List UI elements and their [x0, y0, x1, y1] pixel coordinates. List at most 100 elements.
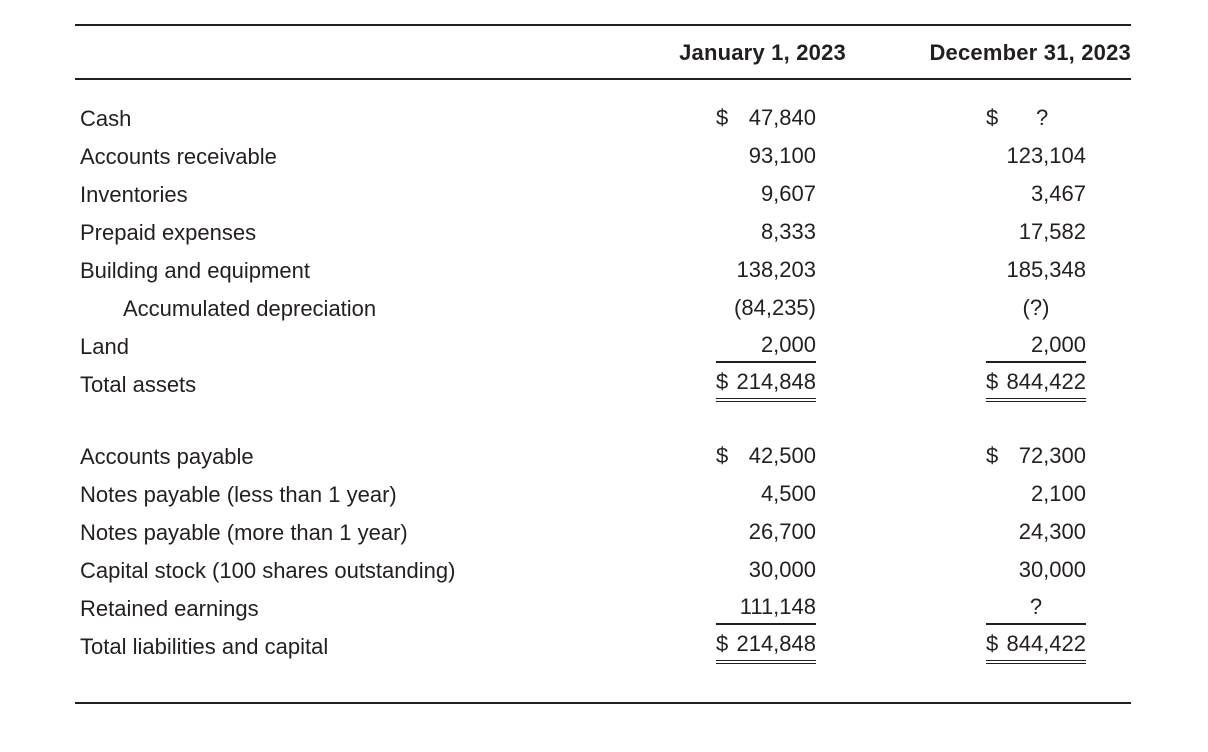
amount-cell-december: 3,467: [846, 181, 1131, 210]
currency-symbol: $: [716, 630, 729, 656]
amount-cell-january: 26,700: [581, 519, 846, 548]
row-label: Building and equipment: [80, 258, 310, 283]
row-label: Accumulated depreciation: [123, 296, 377, 321]
amount-value: 4,500: [760, 480, 816, 506]
amount-group: 2,100: [986, 481, 1086, 510]
amount-value: 2,000: [1030, 331, 1086, 357]
amount-value: 30,000: [748, 556, 816, 582]
amount-value: 24,300: [1018, 518, 1086, 544]
amount-cell-december: 185,348: [846, 257, 1131, 286]
amount-group: $ 214,848: [716, 369, 816, 402]
amount-cell-january: $ 214,848: [581, 369, 846, 402]
amount-cell-january: 2,000: [581, 332, 846, 363]
amount-group: 30,000: [986, 557, 1086, 586]
amount-group: 30,000: [716, 557, 816, 586]
amount-group: 93,100: [716, 143, 816, 172]
amount-value: 9,607: [760, 180, 816, 206]
balance-sheet-table: January 1, 2023 December 31, 2023 Cash $…: [75, 24, 1131, 704]
amount-value: 2,000: [760, 331, 816, 357]
amount-cell-december: 2,000: [846, 332, 1131, 363]
amount-group: $ 47,840: [716, 105, 816, 134]
amount-cell-january: 93,100: [581, 143, 846, 172]
amount-group: 24,300: [986, 519, 1086, 548]
amount-cell-january: $ 42,500: [581, 443, 846, 472]
amount-value: 26,700: [748, 518, 816, 544]
amount-group: 185,348: [986, 257, 1086, 286]
table-row: Building and equipment 138,203 185,348: [75, 252, 1131, 290]
amount-value: 30,000: [1018, 556, 1086, 582]
row-label: Accounts payable: [80, 444, 254, 469]
amount-value: 214,848: [736, 368, 816, 394]
amount-cell-december: 30,000: [846, 557, 1131, 586]
amount-group: $ 72,300: [986, 443, 1086, 472]
currency-symbol: $: [716, 442, 729, 468]
row-label: Capital stock (100 shares outstanding): [80, 558, 456, 583]
row-label: Retained earnings: [80, 596, 259, 621]
row-label: Land: [80, 334, 129, 359]
amount-value: 138,203: [736, 256, 816, 282]
amount-cell-december: 2,100: [846, 481, 1131, 510]
amount-cell-december: $ ?: [846, 105, 1131, 134]
currency-symbol: $: [986, 104, 999, 130]
amount-cell-january: 111,148: [581, 594, 846, 625]
row-label: Cash: [80, 106, 132, 131]
amount-value: (?): [1022, 294, 1050, 320]
amount-value: 111,148: [739, 593, 816, 619]
row-label: Prepaid expenses: [80, 220, 257, 245]
amount-cell-january: $ 47,840: [581, 105, 846, 134]
amount-cell-december: ?: [846, 594, 1131, 625]
amount-value: 844,422: [1006, 630, 1086, 656]
table-row: Retained earnings 111,148 ?: [75, 590, 1131, 628]
amount-cell-december: $ 844,422: [846, 369, 1131, 402]
amount-value: (84,235): [734, 294, 816, 320]
table-row: Notes payable (more than 1 year) 26,700 …: [75, 514, 1131, 552]
assets-section: Cash $ 47,840 $ ? Accounts receivable 93…: [75, 100, 1131, 404]
table-row: Accounts receivable 93,100 123,104: [75, 138, 1131, 176]
amount-value: 93,100: [748, 142, 816, 168]
amount-cell-december: 17,582: [846, 219, 1131, 248]
table-row: Total liabilities and capital $ 214,848 …: [75, 628, 1131, 666]
amount-value: 47,840: [748, 104, 816, 130]
table-header-row: January 1, 2023 December 31, 2023: [75, 26, 1131, 80]
amount-group: 123,104: [986, 143, 1086, 172]
currency-symbol: $: [716, 104, 729, 130]
amount-cell-january: 8,333: [581, 219, 846, 248]
amount-cell-december: $ 844,422: [846, 631, 1131, 664]
amount-value: 3,467: [1030, 180, 1086, 206]
row-label: Inventories: [80, 182, 188, 207]
currency-symbol: $: [986, 630, 999, 656]
amount-value: 17,582: [1018, 218, 1086, 244]
amount-cell-january: (84,235): [581, 295, 846, 324]
amount-cell-january: 9,607: [581, 181, 846, 210]
table-row: Accounts payable $ 42,500 $ 72,300: [75, 438, 1131, 476]
column-header-january: January 1, 2023: [679, 40, 846, 65]
amount-value: 214,848: [736, 630, 816, 656]
table-row: Accumulated depreciation (84,235) (?): [75, 290, 1131, 328]
row-label: Total liabilities and capital: [80, 634, 329, 659]
amount-group: 8,333: [716, 219, 816, 248]
amount-group: 138,203: [716, 257, 816, 286]
amount-value: 185,348: [1006, 256, 1086, 282]
amount-cell-december: 24,300: [846, 519, 1131, 548]
table-row: Inventories 9,607 3,467: [75, 176, 1131, 214]
amount-group: 2,000: [716, 332, 816, 363]
amount-group: ?: [986, 594, 1086, 625]
amount-value: ?: [1036, 104, 1049, 130]
table-row: Cash $ 47,840 $ ?: [75, 100, 1131, 138]
currency-symbol: $: [986, 442, 999, 468]
column-header-december: December 31, 2023: [929, 40, 1131, 65]
row-label: Total assets: [80, 372, 197, 397]
table-row: Prepaid expenses 8,333 17,582: [75, 214, 1131, 252]
amount-value: ?: [1029, 593, 1043, 619]
currency-symbol: $: [716, 368, 729, 394]
amount-group: $ 42,500: [716, 443, 816, 472]
amount-group: $ 844,422: [986, 631, 1086, 664]
amount-group: 2,000: [986, 332, 1086, 363]
amount-cell-december: 123,104: [846, 143, 1131, 172]
table-row: Notes payable (less than 1 year) 4,500 2…: [75, 476, 1131, 514]
amount-group: 111,148: [716, 594, 816, 625]
amount-value: 72,300: [1018, 442, 1086, 468]
row-label: Accounts receivable: [80, 144, 277, 169]
amount-group: 9,607: [716, 181, 816, 210]
currency-symbol: $: [986, 368, 999, 394]
